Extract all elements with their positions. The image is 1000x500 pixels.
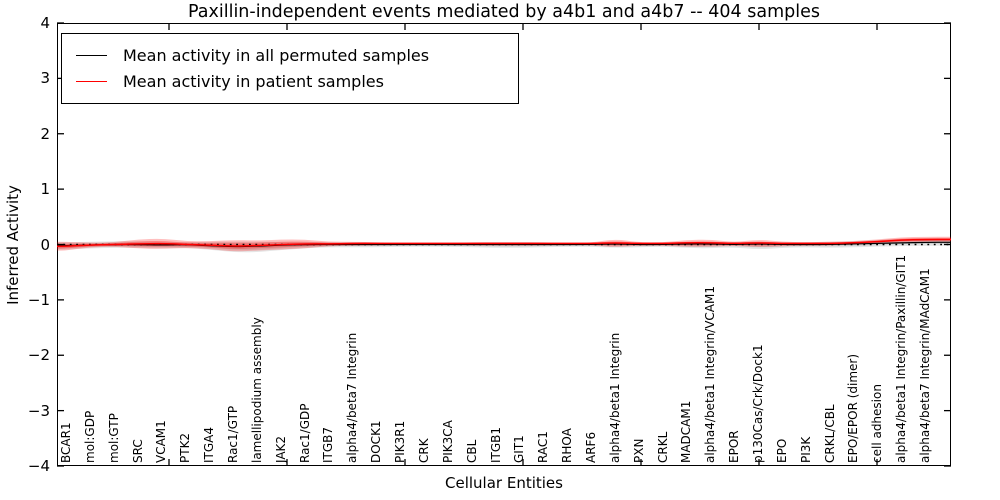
x-tick-label: GIT1 xyxy=(512,435,527,463)
x-tick-label: CRK xyxy=(416,438,431,463)
x-tick-label: alpha4/beta1 Integrin xyxy=(607,332,622,463)
x-tick-label: EPOR xyxy=(727,430,742,463)
x-tick-label: mol:GTP xyxy=(106,413,121,463)
x-tick-label: alpha4/beta7 Integrin/MAdCAM1 xyxy=(918,268,932,463)
chart-title: Paxillin-independent events mediated by … xyxy=(188,2,820,22)
x-tick-label: lamellipodium assembly xyxy=(249,317,264,463)
x-tick-label: VCAM1 xyxy=(154,420,169,463)
x-axis-label: Cellular Entities xyxy=(445,474,563,492)
y-tick-label: 0 xyxy=(40,235,50,254)
x-tick-label: ITGB7 xyxy=(321,426,336,463)
x-tick-label: BCAR1 xyxy=(59,422,73,463)
x-tick-label: CRKL xyxy=(655,431,670,463)
x-tick-label: alpha4/beta7 Integrin xyxy=(345,332,360,463)
x-tick-label: JAK2 xyxy=(273,435,288,463)
y-tick-label: −2 xyxy=(27,346,50,365)
x-tick-label: ITGA4 xyxy=(202,426,217,463)
x-tick-label: PI3K xyxy=(798,436,813,463)
x-tick-label: RAC1 xyxy=(536,431,551,463)
legend-line-sample xyxy=(76,80,107,82)
x-tick-label: PIK3R1 xyxy=(393,420,408,463)
x-tick-label: EPO/EPOR (dimer) xyxy=(846,353,861,463)
legend-item: Mean activity in all permuted samples xyxy=(72,42,508,68)
x-tick-label: ARF6 xyxy=(583,431,598,463)
y-axis-label: Inferred Activity xyxy=(4,185,22,305)
x-tick-label: cell adhesion xyxy=(870,384,885,463)
x-tick-label: alpha4/beta1 Integrin/VCAM1 xyxy=(703,286,718,463)
x-tick-label: EPO xyxy=(774,438,789,463)
legend-item-label: Mean activity in all permuted samples xyxy=(123,45,430,65)
x-tick-label: p130Cas/Crk/Dock1 xyxy=(750,344,765,463)
legend-item-label: Mean activity in patient samples xyxy=(123,71,384,91)
x-tick-label: alpha4/beta1 Integrin/Paxillin/GIT1 xyxy=(894,254,909,463)
x-tick-label: PXN xyxy=(631,438,646,463)
y-tick-label: 2 xyxy=(40,124,50,143)
x-tick-label: PTK2 xyxy=(178,432,193,463)
x-tick-label: Rac1/GDP xyxy=(297,403,312,463)
y-tick-label: −1 xyxy=(27,290,50,309)
x-tick-label: ITGB1 xyxy=(488,426,503,463)
x-tick-label: PIK3CA xyxy=(440,420,455,463)
y-tick-label: 4 xyxy=(40,14,50,32)
legend-item: Mean activity in patient samples xyxy=(72,68,508,94)
y-tick-label: 3 xyxy=(40,69,50,88)
x-tick-label: RHOA xyxy=(560,428,575,463)
x-tick-label: MADCAM1 xyxy=(679,400,694,463)
x-tick-label: CRKL/CBL xyxy=(822,404,837,463)
x-tick-label: DOCK1 xyxy=(369,420,384,463)
y-tick-label: −3 xyxy=(27,401,50,420)
x-tick-label: CBL xyxy=(464,439,479,463)
legend: Mean activity in all permuted samples Mea… xyxy=(61,33,519,104)
y-tick-label: −4 xyxy=(27,457,50,475)
x-tick-label: Rac1/GTP xyxy=(226,405,241,463)
legend-line-sample xyxy=(76,54,107,56)
x-tick-label: SRC xyxy=(130,439,145,463)
y-tick-label: 1 xyxy=(40,180,50,199)
x-tick-label: mol:GDP xyxy=(82,410,97,463)
